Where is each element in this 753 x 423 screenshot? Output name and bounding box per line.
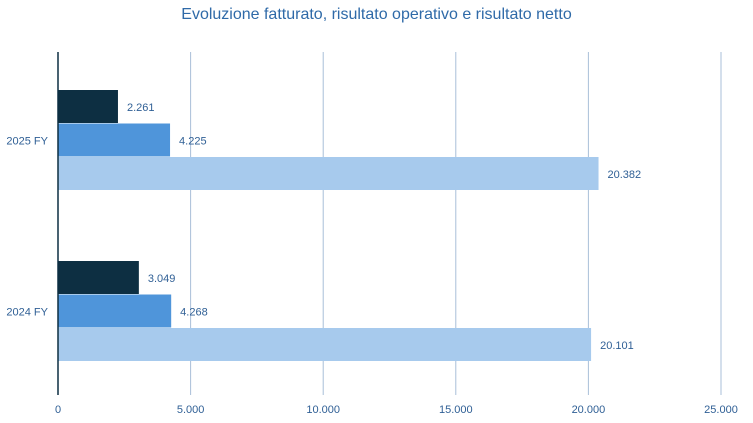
bar — [58, 294, 172, 328]
data-label: 2.261 — [127, 102, 155, 114]
y-category-label: 2025 FY — [6, 135, 48, 147]
chart-title: Evoluzione fatturato, risultato operativ… — [181, 6, 572, 23]
x-tick-label: 0 — [55, 404, 61, 416]
bar — [58, 90, 118, 123]
bar — [58, 328, 592, 361]
data-label: 20.101 — [600, 340, 634, 352]
bar — [58, 261, 139, 294]
x-tick-label: 5.000 — [177, 404, 205, 416]
x-tick-label: 20.000 — [572, 404, 606, 416]
x-tick-label: 15.000 — [439, 404, 473, 416]
bar — [58, 157, 599, 190]
x-tick-label: 25.000 — [704, 404, 738, 416]
x-tick-label: 10.000 — [306, 404, 340, 416]
data-label: 3.049 — [148, 273, 176, 285]
data-label: 4.268 — [180, 306, 208, 318]
bar — [58, 123, 171, 157]
data-label: 4.225 — [179, 135, 207, 147]
data-label: 20.382 — [608, 169, 642, 181]
y-category-label: 2024 FY — [6, 306, 48, 318]
